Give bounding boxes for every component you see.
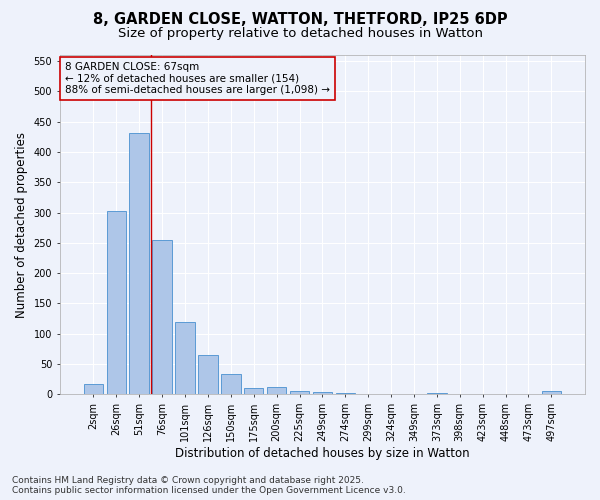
X-axis label: Distribution of detached houses by size in Watton: Distribution of detached houses by size …: [175, 447, 470, 460]
Bar: [221, 374, 241, 394]
Text: 8, GARDEN CLOSE, WATTON, THETFORD, IP25 6DP: 8, GARDEN CLOSE, WATTON, THETFORD, IP25 …: [92, 12, 508, 28]
Text: 8 GARDEN CLOSE: 67sqm
← 12% of detached houses are smaller (154)
88% of semi-det: 8 GARDEN CLOSE: 67sqm ← 12% of detached …: [65, 62, 330, 95]
Bar: [107, 212, 126, 394]
Bar: [83, 384, 103, 394]
Bar: [267, 387, 286, 394]
Bar: [152, 240, 172, 394]
Bar: [313, 392, 332, 394]
Bar: [130, 132, 149, 394]
Bar: [542, 392, 561, 394]
Text: Contains HM Land Registry data © Crown copyright and database right 2025.
Contai: Contains HM Land Registry data © Crown c…: [12, 476, 406, 495]
Bar: [198, 355, 218, 395]
Text: Size of property relative to detached houses in Watton: Size of property relative to detached ho…: [118, 28, 482, 40]
Bar: [290, 392, 309, 394]
Bar: [427, 393, 446, 394]
Bar: [335, 393, 355, 394]
Bar: [244, 388, 263, 394]
Bar: [175, 322, 195, 394]
Y-axis label: Number of detached properties: Number of detached properties: [15, 132, 28, 318]
